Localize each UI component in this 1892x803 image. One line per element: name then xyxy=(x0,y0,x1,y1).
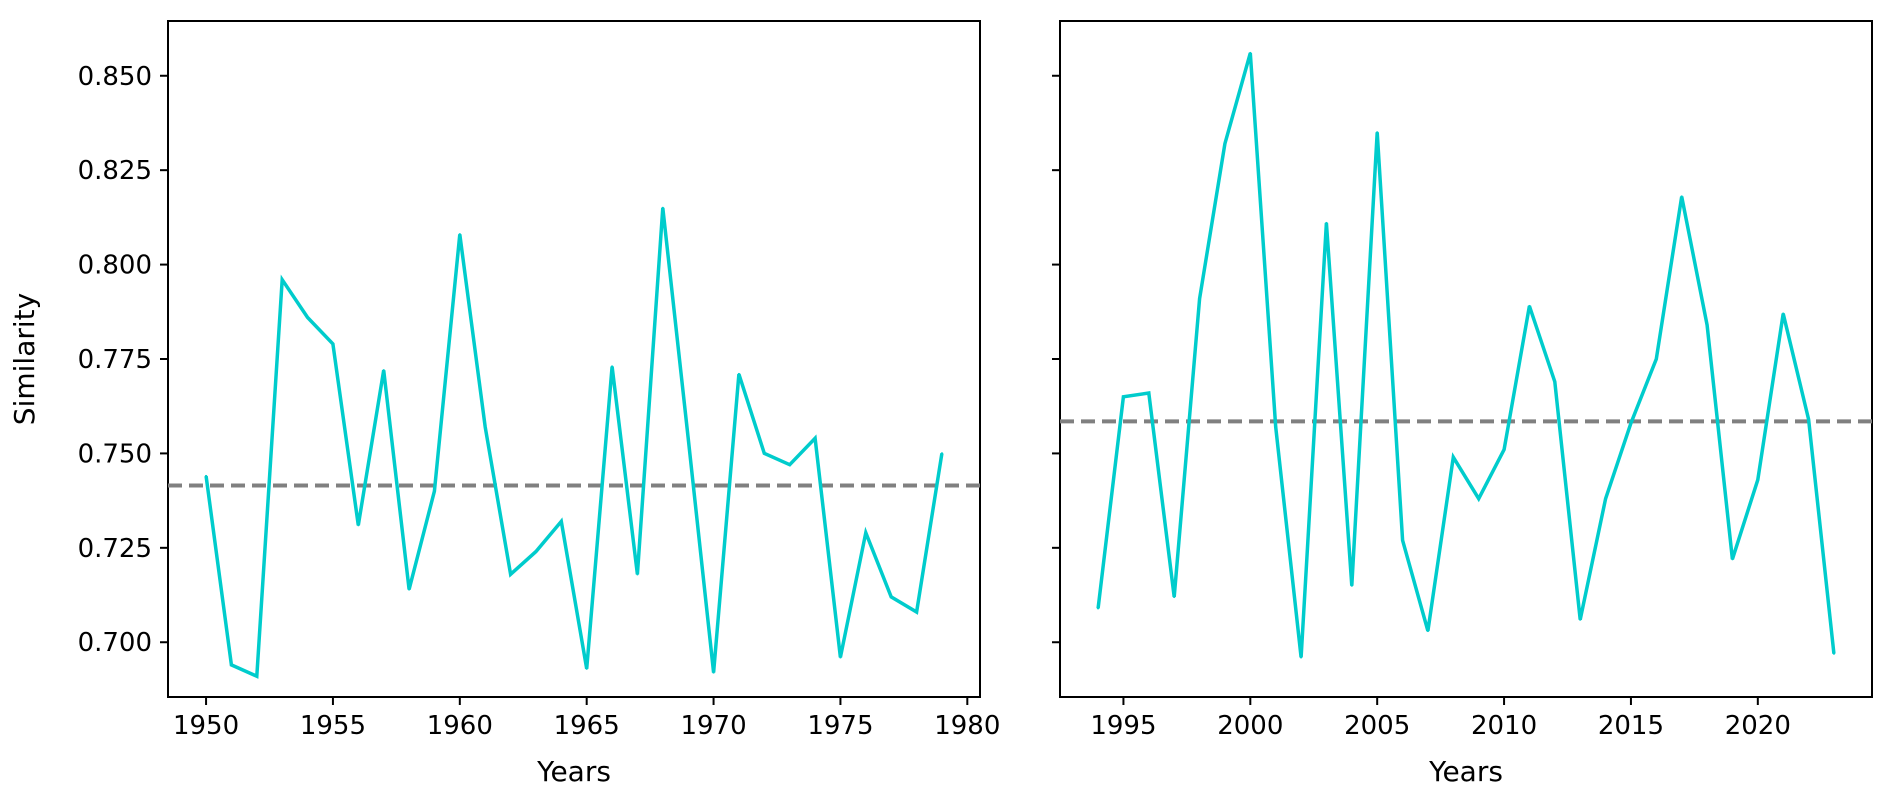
data-point xyxy=(280,278,284,281)
data-point xyxy=(1096,607,1100,610)
data-point xyxy=(1655,357,1658,361)
y-tick-label: 0.825 xyxy=(78,156,152,186)
data-point xyxy=(255,675,259,678)
data-point xyxy=(585,667,588,670)
x-tick-label: 2015 xyxy=(1598,711,1664,741)
x-tick-label: 1970 xyxy=(680,711,746,741)
series-line xyxy=(204,207,944,679)
plot-frame xyxy=(1059,20,1873,698)
data-point xyxy=(1452,455,1455,459)
data-point xyxy=(382,369,385,372)
y-tick-label: 0.800 xyxy=(78,251,152,281)
data-point xyxy=(1350,584,1354,587)
data-point xyxy=(433,489,436,493)
data-point xyxy=(230,663,233,667)
data-point xyxy=(458,233,462,236)
data-point xyxy=(915,610,918,614)
data-point xyxy=(1426,629,1430,633)
data-point xyxy=(712,671,715,674)
x-tick-label: 1960 xyxy=(427,711,493,741)
right-chart-panel: 1995 2000 2005 2010 2015 2020 Years xyxy=(1052,20,1873,788)
data-point xyxy=(1528,304,1531,308)
data-point xyxy=(1705,323,1709,327)
y-tick-label: 0.750 xyxy=(78,439,152,469)
data-point xyxy=(1325,221,1328,225)
data-point xyxy=(661,206,665,210)
data-point xyxy=(763,452,766,455)
data-point xyxy=(1299,656,1303,659)
data-point xyxy=(839,656,842,659)
x-axis-label: Years xyxy=(536,755,611,788)
x-tick-label: 2020 xyxy=(1725,711,1791,741)
data-point xyxy=(1578,618,1582,621)
data-point xyxy=(1223,142,1227,145)
y-tick-label: 0.850 xyxy=(78,62,152,92)
data-point xyxy=(1604,497,1607,500)
data-point xyxy=(610,365,614,368)
data-point xyxy=(509,573,512,576)
data-point xyxy=(1274,425,1277,429)
data-point xyxy=(483,425,487,429)
data-point xyxy=(1731,557,1734,561)
data-point xyxy=(357,523,360,527)
data-point xyxy=(1147,391,1151,395)
data-point xyxy=(331,342,335,346)
x-axis-label: Years xyxy=(1428,755,1503,788)
y-axis-label: Similarity xyxy=(8,293,41,425)
x-tick-label: 1965 xyxy=(554,711,620,741)
data-point xyxy=(1756,478,1760,482)
y-tick-label: 0.775 xyxy=(78,345,152,375)
data-point xyxy=(1502,448,1506,451)
data-point xyxy=(1401,539,1404,542)
left-chart-panel: 1950 1955 1960 1965 1970 1975 1980 0.700 0.725 0.… xyxy=(8,20,1000,788)
data-point xyxy=(788,463,791,466)
data-point xyxy=(1198,297,1201,300)
x-tick-label: 2010 xyxy=(1471,711,1537,741)
x-tick-label: 1975 xyxy=(807,711,873,741)
data-point xyxy=(940,452,944,455)
data-point xyxy=(1807,418,1810,421)
x-tick-label: 1950 xyxy=(173,711,239,741)
x-tick-label: 2000 xyxy=(1217,711,1283,741)
data-point xyxy=(407,588,411,591)
data-point xyxy=(889,595,893,599)
data-point xyxy=(560,520,563,523)
series-line xyxy=(1096,52,1836,658)
data-point xyxy=(1375,131,1379,134)
y-tick-label: 0.700 xyxy=(78,628,152,658)
x-tick-label: 1995 xyxy=(1090,711,1156,741)
data-point xyxy=(813,437,817,440)
data-point xyxy=(737,372,741,376)
data-point xyxy=(534,550,538,553)
data-point xyxy=(636,573,639,576)
data-point xyxy=(1680,195,1683,198)
data-point xyxy=(1629,422,1633,425)
x-tick-label: 1980 xyxy=(934,711,1000,741)
data-point xyxy=(1249,51,1252,55)
data-point xyxy=(686,437,690,440)
y-tick-label: 0.725 xyxy=(78,534,152,564)
data-point xyxy=(1122,395,1125,398)
data-point xyxy=(1553,380,1557,383)
x-tick-label: 2005 xyxy=(1344,711,1410,741)
data-point xyxy=(1477,497,1480,500)
data-point xyxy=(204,474,208,478)
x-tick-label: 1955 xyxy=(300,711,366,741)
data-point xyxy=(864,531,868,534)
data-point xyxy=(1781,312,1785,315)
data-point xyxy=(1172,595,1176,599)
data-point xyxy=(306,316,309,319)
data-point xyxy=(1832,652,1836,655)
